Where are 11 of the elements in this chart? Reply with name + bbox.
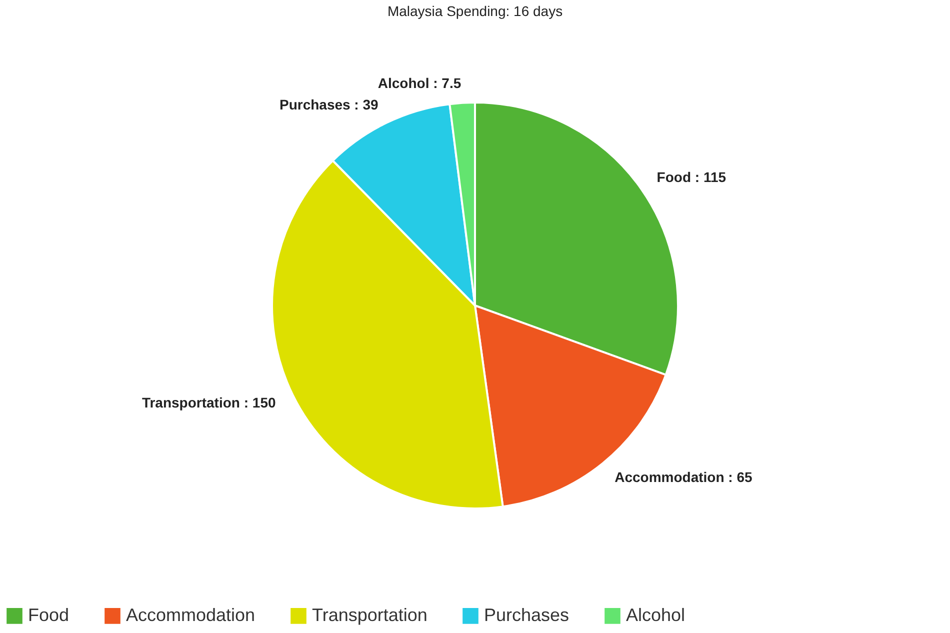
category-label: Alcohol : 7.5 [378, 74, 462, 91]
category-label: Purchases : 39 [279, 96, 378, 113]
category-label: Accommodation : 65 [614, 469, 752, 486]
legend-label: Alcohol [626, 604, 686, 625]
category-label: Transportation : 150 [142, 394, 276, 410]
legend-label: Purchases [484, 604, 570, 625]
legend-label: Transportation [312, 604, 428, 625]
legend-label: Food [28, 604, 70, 625]
category-label: Food : 115 [656, 169, 726, 186]
legend-label: Accommodation [126, 604, 256, 625]
chart-title: Malaysia Spending: 16 days [387, 3, 563, 19]
